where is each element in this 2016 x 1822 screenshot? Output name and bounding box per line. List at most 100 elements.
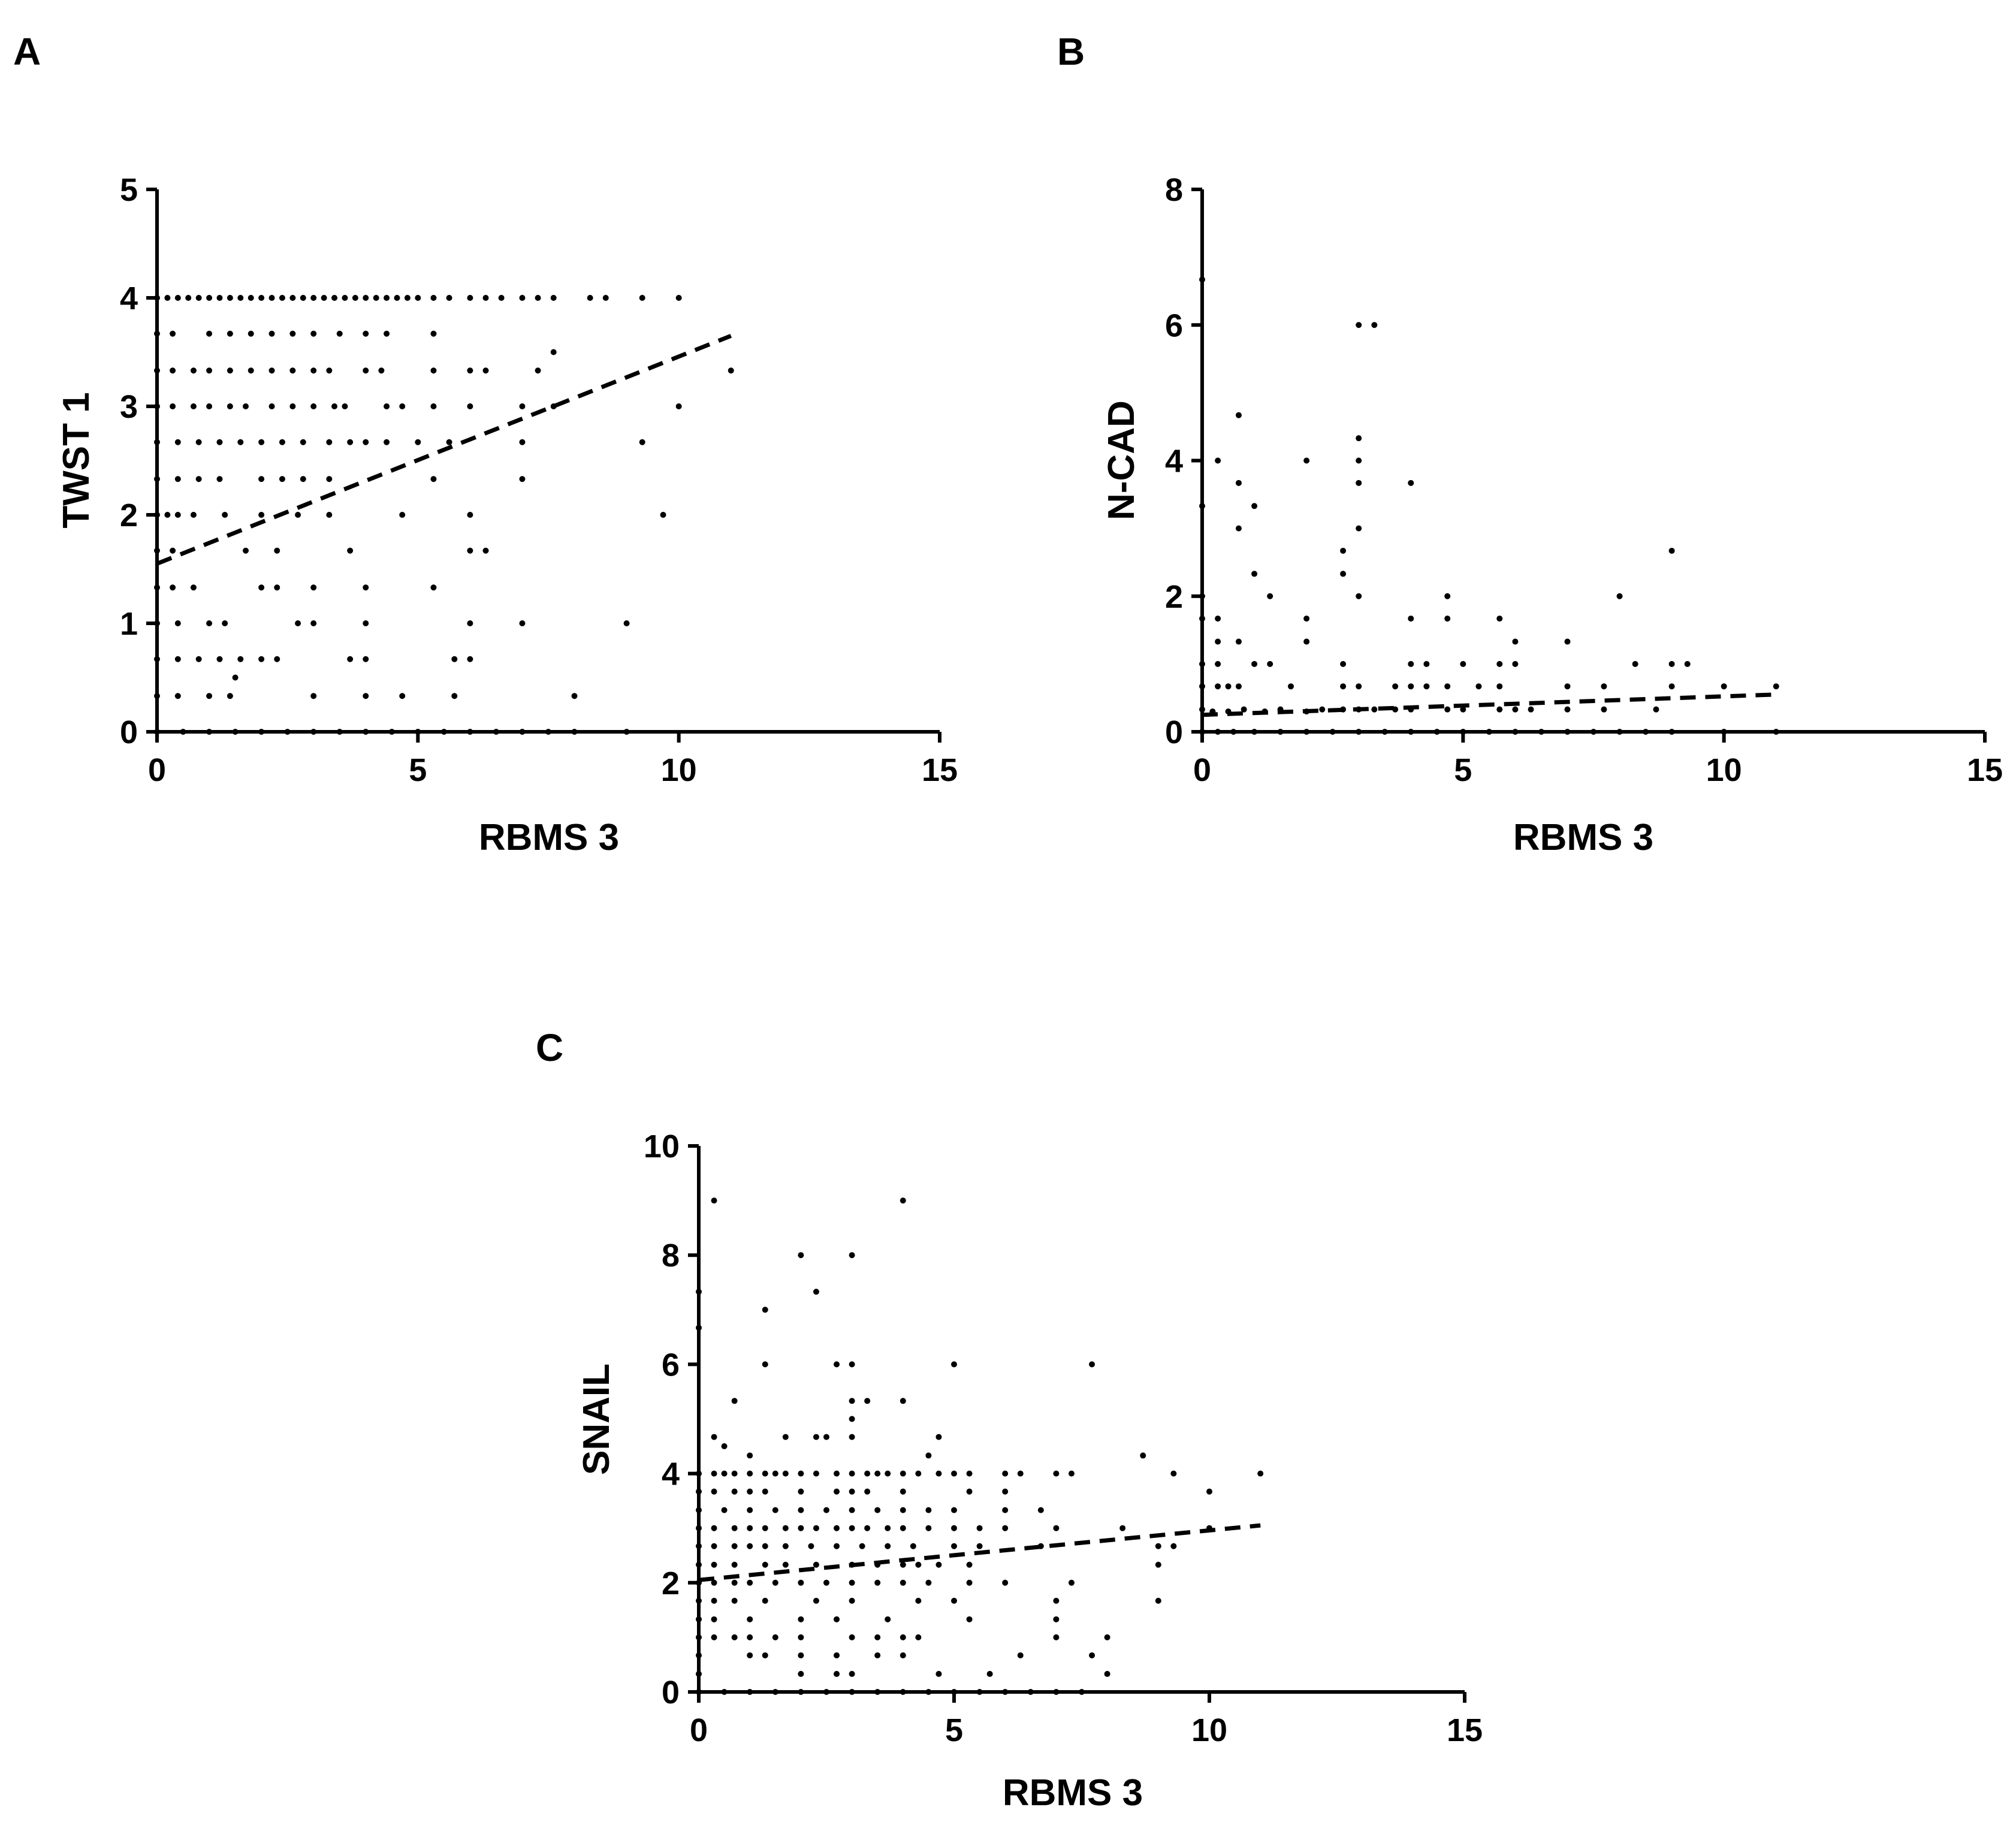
data-point <box>1319 706 1326 713</box>
data-point <box>326 367 333 374</box>
data-point <box>310 330 317 337</box>
data-point <box>274 656 280 662</box>
data-point <box>243 547 249 554</box>
data-point <box>849 1470 855 1477</box>
data-point <box>915 1470 922 1477</box>
y-tick-label: 0 <box>1165 714 1183 750</box>
data-point <box>1601 683 1607 690</box>
data-point <box>721 1507 728 1513</box>
data-point <box>1668 683 1675 690</box>
y-tick-label: 1 <box>120 606 138 642</box>
data-point <box>268 367 275 374</box>
x-axis-title: RBMS 3 <box>1003 1772 1143 1814</box>
data-point <box>498 295 505 301</box>
data-point <box>399 512 406 518</box>
data-point <box>190 512 197 518</box>
data-point <box>849 1252 855 1259</box>
data-point <box>237 439 244 445</box>
data-point <box>430 367 437 374</box>
data-point <box>174 295 181 301</box>
data-point <box>731 1488 738 1495</box>
data-point <box>639 295 645 301</box>
panel-letter-b: B <box>1057 30 1085 73</box>
data-point <box>331 403 338 409</box>
data-point <box>1408 479 1414 486</box>
data-point <box>1053 1525 1060 1531</box>
data-point <box>1089 1652 1095 1658</box>
data-point <box>384 403 390 409</box>
data-point <box>721 1443 728 1450</box>
data-point <box>834 1543 840 1549</box>
y-tick-label: 3 <box>120 389 138 425</box>
data-point <box>849 1434 855 1440</box>
data-point <box>849 1416 855 1422</box>
data-point <box>174 512 181 518</box>
data-point <box>925 1507 932 1513</box>
data-point <box>535 367 541 374</box>
data-point <box>232 674 239 681</box>
data-point <box>813 1597 819 1604</box>
y-tick-label: 4 <box>1165 444 1183 479</box>
data-point <box>864 1525 871 1531</box>
x-tick-label: 0 <box>690 1712 708 1748</box>
data-point <box>849 1579 855 1586</box>
y-tick-label: 2 <box>120 497 138 533</box>
data-point <box>747 1579 753 1586</box>
data-point <box>1423 683 1430 690</box>
x-tick-label: 10 <box>661 752 697 788</box>
data-point <box>772 1507 778 1513</box>
data-point <box>1002 1488 1009 1495</box>
data-point <box>326 439 333 445</box>
data-point <box>248 367 254 374</box>
data-point <box>430 330 437 337</box>
data-point <box>602 295 609 301</box>
data-point <box>1089 1361 1095 1368</box>
data-point <box>731 1579 738 1586</box>
data-point <box>216 295 223 301</box>
data-point <box>976 1543 983 1549</box>
panel-b: B 0 5 10 15 0 2 4 6 8 RBMS 3 N-CAD <box>1057 30 2003 858</box>
data-point <box>164 295 171 301</box>
panel-b-ticks: 0 5 10 15 0 2 4 6 8 <box>1165 172 2003 788</box>
data-point <box>279 295 285 301</box>
data-point <box>1068 1470 1075 1477</box>
data-point <box>762 1543 768 1549</box>
data-point <box>762 1525 768 1531</box>
data-point <box>258 295 265 301</box>
data-point <box>1444 593 1451 599</box>
data-point <box>1068 1579 1075 1586</box>
data-point <box>935 1561 942 1568</box>
data-point <box>451 693 458 699</box>
data-point <box>1002 1579 1009 1586</box>
data-point <box>711 1543 717 1549</box>
data-point <box>1496 660 1503 667</box>
data-point <box>216 439 223 445</box>
data-point <box>467 656 473 662</box>
data-point <box>1444 616 1451 622</box>
data-point <box>535 295 541 301</box>
data-point <box>731 1543 738 1549</box>
data-point <box>1235 412 1242 418</box>
data-point <box>1119 1525 1126 1531</box>
data-point <box>885 1543 891 1549</box>
data-point <box>1215 457 1221 464</box>
data-point <box>951 1470 957 1477</box>
data-point <box>227 330 233 337</box>
data-point <box>915 1597 922 1604</box>
data-point <box>206 367 213 374</box>
data-point <box>174 620 181 626</box>
data-point <box>195 476 202 482</box>
x-tick-label: 15 <box>1967 752 2003 788</box>
data-point <box>274 584 280 591</box>
data-point <box>363 439 369 445</box>
data-point <box>1408 660 1414 667</box>
data-point <box>711 1470 717 1477</box>
data-point <box>915 1634 922 1640</box>
data-point <box>279 439 285 445</box>
data-point <box>900 1470 906 1477</box>
data-point <box>1356 479 1362 486</box>
data-point <box>206 620 213 626</box>
data-point <box>190 403 197 409</box>
data-point <box>1356 322 1362 328</box>
y-axis-title: TWST 1 <box>56 392 97 528</box>
